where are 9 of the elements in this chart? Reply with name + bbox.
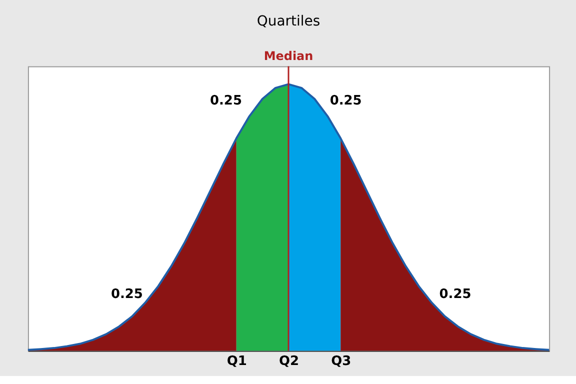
- annotation: 0.25: [439, 286, 472, 302]
- annotation: 0.25: [110, 286, 143, 302]
- ref-line-label: Median: [264, 49, 314, 64]
- x-tick-label: Q3: [331, 354, 352, 370]
- annotation: 0.25: [330, 93, 362, 108]
- x-tick-label: Q1: [226, 354, 247, 370]
- chart-title: Quartiles: [256, 13, 320, 30]
- x-tick-label: Q2: [278, 354, 300, 370]
- annotation: 0.25: [210, 93, 242, 108]
